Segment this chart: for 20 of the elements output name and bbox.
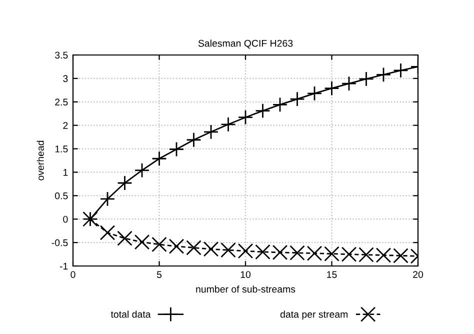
x-tick-label: 0 [70, 271, 76, 278]
y-tick-label: 3 [63, 75, 68, 82]
y-tick-label: 2 [63, 122, 68, 129]
y-tick-label: -0.5 [52, 239, 68, 246]
y-tick-label: 2.5 [55, 98, 68, 106]
y-axis-title: overhead [36, 140, 44, 180]
y-tick-label: 0.5 [55, 192, 68, 200]
y-tick-label: 1.5 [55, 146, 68, 152]
x-tick-label: 10 [240, 271, 251, 278]
x-axis-title: number of sub-streams [196, 285, 296, 293]
legend-label: total data [110, 310, 151, 318]
x-tick-label: 20 [413, 271, 424, 278]
chart-title: Salesman QCIF H263 [198, 40, 293, 49]
legend-label: data per stream [280, 310, 348, 320]
y-tick-label: 3.5 [54, 52, 68, 59]
y-tick-label: 0 [63, 216, 68, 223]
x-tick-label: 15 [327, 271, 337, 278]
y-tick-label: -1 [60, 262, 68, 270]
y-tick-label: 1 [63, 169, 68, 176]
x-tick-label: 5 [156, 271, 162, 278]
